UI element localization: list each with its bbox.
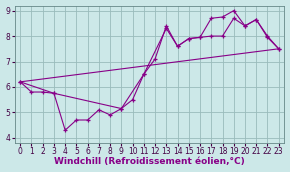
X-axis label: Windchill (Refroidissement éolien,°C): Windchill (Refroidissement éolien,°C) bbox=[54, 157, 245, 166]
